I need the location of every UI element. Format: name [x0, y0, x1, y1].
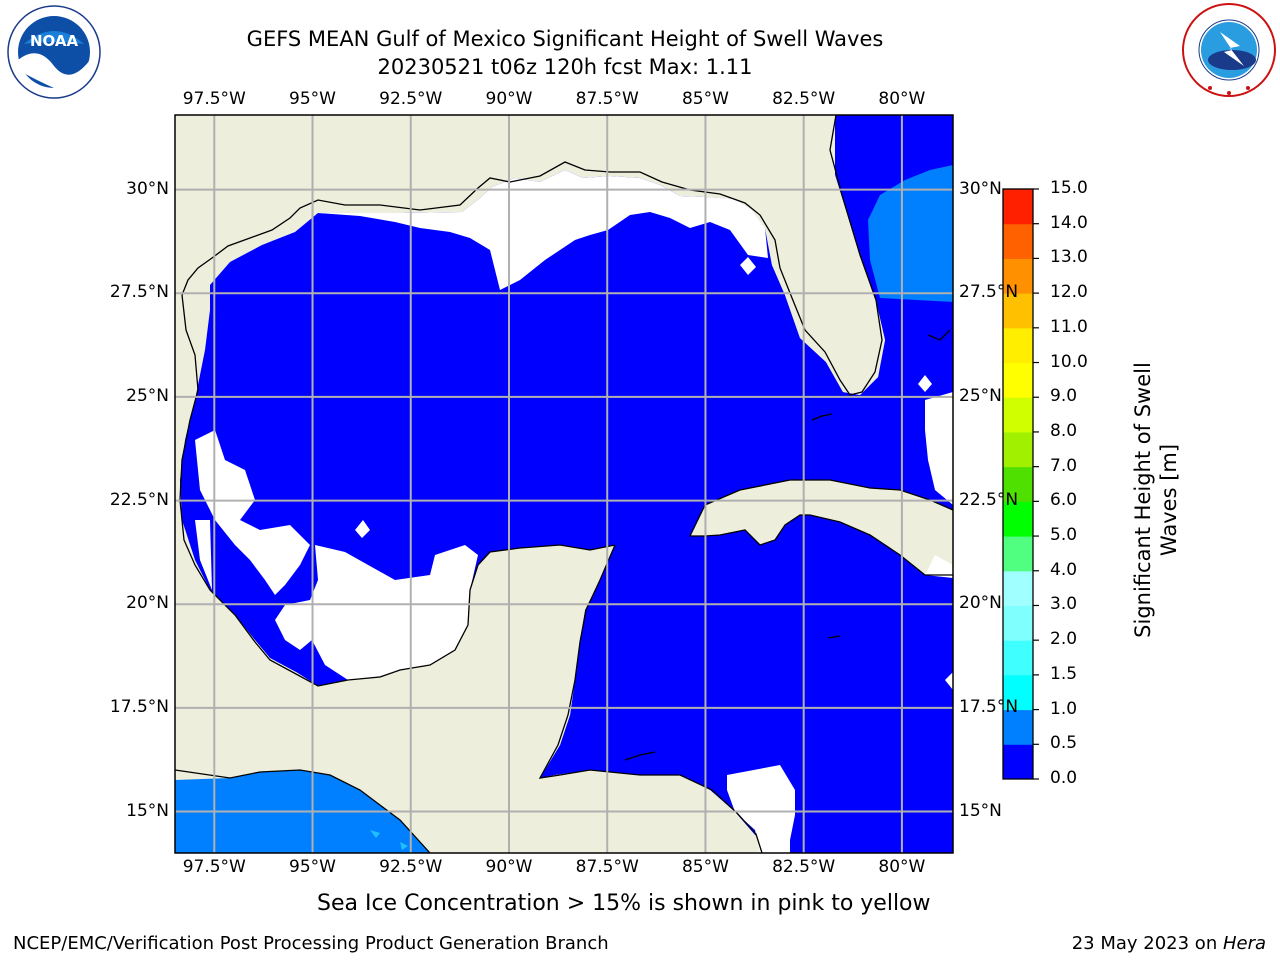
longitude-label: 85°W	[681, 89, 729, 109]
latitude-label: 17.5°N	[959, 696, 1019, 717]
colorbar-segment	[1003, 362, 1033, 398]
colorbar-segment	[1003, 293, 1033, 329]
map-frame	[174, 114, 954, 854]
colorbar-segment	[1003, 223, 1033, 259]
colorbar-tick-label: 6.0	[1050, 490, 1078, 511]
colorbar-segment	[1003, 258, 1033, 294]
colorbar-tick-label: 0.5	[1050, 733, 1078, 754]
yucatan-peninsula	[175, 545, 760, 853]
cuba-island	[690, 480, 953, 575]
noaa-logo-text: NOAA	[29, 32, 79, 50]
longitude-label: 97.5°W	[182, 89, 246, 109]
no-data-patches	[195, 170, 953, 853]
colorbar-tick-label: 8.0	[1050, 420, 1078, 441]
longitude-label: 87.5°W	[575, 89, 639, 109]
colorbar-segment	[1003, 501, 1033, 537]
colorbar-segment	[1003, 189, 1033, 225]
longitude-label: 97.5°W	[182, 857, 246, 877]
footer-machine: Hera	[1222, 933, 1266, 954]
colorbar-tick-label: 12.0	[1050, 282, 1088, 303]
latitude-label: 27.5°N	[959, 282, 1019, 303]
colorbar-segment	[1003, 674, 1033, 711]
longitude-label: 87.5°W	[575, 857, 639, 877]
colorbar-tick-label: 0.0	[1050, 768, 1078, 788]
latitude-label: 15°N	[959, 800, 1002, 821]
latitude-label: 27.5°N	[109, 282, 169, 303]
colorbar-tick-label: 9.0	[1050, 386, 1078, 407]
colorbar-label-line2: Waves [m]	[1157, 443, 1181, 557]
latitude-label: 15°N	[126, 800, 169, 821]
latitude-label: 20°N	[126, 593, 169, 614]
colorbar-segment	[1003, 640, 1033, 676]
latitude-label: 17.5°N	[109, 696, 169, 717]
sea-ice-caption: Sea Ice Concentration > 15% is shown in …	[317, 891, 931, 916]
longitude-label: 92.5°W	[379, 89, 443, 109]
footer-date-text: 23 May 2023 on	[1071, 933, 1223, 954]
colorbar-tick-label: 3.0	[1050, 594, 1078, 615]
colorbar-segment	[1003, 570, 1033, 606]
colorbar-frame	[1002, 188, 1034, 780]
colorbar-tick-label: 15.0	[1050, 178, 1088, 198]
colorbar-tick-label: 1.0	[1050, 698, 1078, 719]
colorbar-tick-label: 13.0	[1050, 247, 1088, 268]
colorbar-tick-label: 1.5	[1050, 663, 1078, 684]
colorbar-tick-label: 2.0	[1050, 629, 1078, 650]
grid-lines	[175, 115, 953, 853]
longitude-label: 85°W	[681, 857, 729, 877]
nws-logo	[1180, 2, 1278, 98]
latitude-label: 30°N	[126, 178, 169, 199]
colorbar	[1002, 188, 1039, 780]
map-title-line2: 20230521 t06z 120h fcst Max: 1.11	[377, 55, 753, 79]
colorbar-tick-label: 7.0	[1050, 455, 1078, 476]
florida-peninsula	[690, 115, 885, 395]
longitude-label: 80°W	[878, 857, 926, 877]
pacific-higher-swell	[370, 830, 408, 850]
latitude-label: 22.5°N	[109, 489, 169, 510]
colorbar-tick-label: 10.0	[1050, 351, 1088, 372]
colorbar-tick-label: 5.0	[1050, 525, 1078, 546]
colorbar-segment	[1003, 327, 1033, 364]
colorbar-segment	[1003, 709, 1033, 745]
latitude-label: 30°N	[959, 178, 1002, 199]
colorbar-segment	[1003, 744, 1033, 780]
latitude-label: 20°N	[959, 593, 1002, 614]
map-title-line1: GEFS MEAN Gulf of Mexico Significant Hei…	[246, 27, 884, 51]
longitude-label: 95°W	[289, 857, 336, 877]
colorbar-segment	[1003, 466, 1033, 502]
latitude-label: 25°N	[126, 385, 169, 406]
noaa-logo: NOAA	[4, 4, 104, 100]
longitude-label: 82.5°W	[772, 857, 836, 877]
longitude-label: 95°W	[289, 89, 336, 109]
colorbar-label-line1: Significant Height of Swell	[1131, 362, 1155, 638]
atlantic-swell-field	[868, 165, 953, 302]
footer-date: 23 May 2023 on Hera	[1072, 933, 1266, 954]
colorbar-segment	[1003, 431, 1033, 468]
longitude-label: 82.5°W	[772, 89, 836, 109]
colorbar-label: Significant Height of Swell Waves [m]	[1130, 362, 1190, 638]
longitude-label: 80°W	[878, 89, 926, 109]
latitude-label: 25°N	[959, 385, 1002, 406]
longitude-label: 90°W	[485, 89, 533, 109]
longitude-label: 92.5°W	[379, 857, 443, 877]
longitude-label: 90°W	[485, 857, 533, 877]
footer-producer: NCEP/EMC/Verification Post Processing Pr…	[13, 933, 609, 954]
colorbar-segment	[1003, 397, 1033, 433]
colorbar-tick-label: 14.0	[1050, 212, 1088, 233]
colorbar-segment	[1003, 605, 1033, 641]
colorbar-tick-label: 11.0	[1050, 316, 1088, 337]
colorbar-tick-label: 4.0	[1050, 559, 1078, 580]
colorbar-segment	[1003, 536, 1033, 572]
latitude-label: 22.5°N	[959, 489, 1019, 510]
